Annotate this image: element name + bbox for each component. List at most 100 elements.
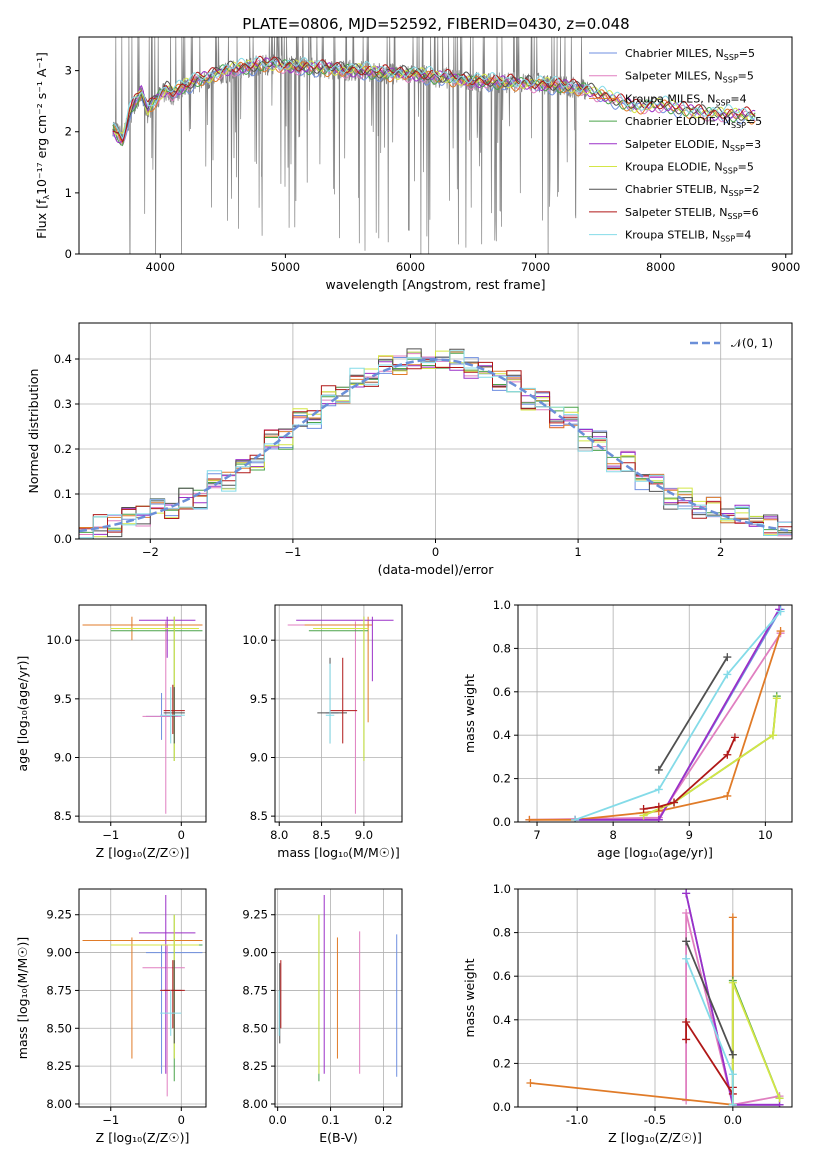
x-tick-label: −1 xyxy=(102,1113,119,1127)
legend-label: Chabrier ELODIE, NSSP=5 xyxy=(625,115,762,130)
errorbar-point xyxy=(142,621,182,814)
data-point xyxy=(723,750,732,759)
x-tick-label: 9 xyxy=(686,828,693,842)
data-point xyxy=(682,1017,691,1026)
errorbar-point xyxy=(330,657,358,744)
y-tick-label: 0.2 xyxy=(493,772,511,786)
errorbar-point xyxy=(160,687,185,744)
axes-frame xyxy=(274,604,403,823)
x-tick-label: 0 xyxy=(178,1113,185,1127)
y-axis-label: Flux [fλ10⁻¹⁷ erg cm⁻² s⁻¹ A⁻¹] xyxy=(34,52,51,239)
x-tick-label: 2 xyxy=(717,545,724,559)
x-tick-label: −1 xyxy=(102,828,119,842)
axes-frame xyxy=(517,604,793,823)
y-tick-label: 9.5 xyxy=(54,692,72,706)
errorbar-point xyxy=(110,616,203,762)
massweight-line xyxy=(685,940,734,1056)
axes-frame xyxy=(78,604,207,823)
errorbar-point xyxy=(110,616,199,762)
massweight-line xyxy=(643,696,778,817)
errorbar-point xyxy=(138,895,196,1074)
x-axis-label: (data-model)/error xyxy=(378,562,495,577)
data-point xyxy=(728,913,737,922)
plot-area xyxy=(112,37,756,254)
x-tick-label: 8 xyxy=(609,828,616,842)
y-tick-label: 0.8 xyxy=(493,641,511,655)
data-point xyxy=(525,815,534,822)
y-tick-label: 8.5 xyxy=(54,809,72,823)
y-tick-label: 0.6 xyxy=(493,969,511,983)
data-point xyxy=(728,1100,737,1107)
y-axis-label: Normed distribution xyxy=(26,369,41,494)
y-tick-label: 0.3 xyxy=(54,397,72,411)
y-tick-label: 1.0 xyxy=(493,882,511,896)
y-tick-label: 9.5 xyxy=(250,692,268,706)
x-tick-label: 9000 xyxy=(771,260,800,274)
legend-label: Kroupa STELIB, NSSP=4 xyxy=(625,229,751,244)
errorbar-point xyxy=(313,616,369,762)
data-point xyxy=(682,954,691,963)
errorbar-point xyxy=(160,990,182,1036)
x-axis-label: Z [log₁₀(Z/Z☉)] xyxy=(608,1130,702,1145)
panel-residual_histogram: −2 −1 0 1 2 0.0 0.1 0.2 0.3 0.4 (data-model)/error… xyxy=(26,322,793,577)
y-tick-label: 1 xyxy=(65,186,72,200)
x-tick-label: -0.5 xyxy=(644,1113,666,1127)
y-tick-label: 0 xyxy=(65,247,72,261)
plot-area xyxy=(287,616,394,814)
x-tick-label: 10 xyxy=(758,828,773,842)
data-point xyxy=(775,1094,784,1103)
massweight-line xyxy=(658,656,729,771)
y-tick-label: 0.2 xyxy=(493,1056,511,1070)
data-point xyxy=(682,1035,691,1044)
x-tick-label: 5000 xyxy=(271,260,300,274)
gaussian-line xyxy=(79,358,792,533)
data-spectrum-line xyxy=(112,37,589,254)
plot-area xyxy=(82,895,203,1097)
plot-area xyxy=(82,616,203,814)
y-tick-label: 0.4 xyxy=(493,728,511,742)
axes-frame xyxy=(78,888,207,1108)
y-tick-label: 0.8 xyxy=(493,926,511,940)
y-axis-label: mass [log₁₀(M/M☉)] xyxy=(15,937,30,1059)
model-line xyxy=(112,59,756,136)
massweight-line xyxy=(575,608,780,821)
errorbar-point xyxy=(160,960,185,1029)
x-tick-label: 8000 xyxy=(646,260,675,274)
y-axis-label: mass weight xyxy=(462,674,477,753)
panel-mass_vs_EBV: 0.0 0.1 0.2 8.00 8.25 8.50 8.75 9.00 9.25 E(B-V) xyxy=(242,888,403,1145)
y-tick-label: 9.00 xyxy=(242,946,268,960)
data-point xyxy=(670,798,679,807)
panel-massweight_vs_age: 7 8 9 10 0.0 0.2 0.4 0.6 0.8 1.0 age [log₁₀(age/yr… xyxy=(462,598,793,860)
y-tick-label: 8.00 xyxy=(46,1097,72,1111)
data-point xyxy=(723,791,732,800)
plot-area xyxy=(278,895,398,1082)
y-tick-label: 0.0 xyxy=(493,815,511,829)
y-tick-label: 8.25 xyxy=(242,1059,268,1073)
y-tick-label: 9.0 xyxy=(250,750,268,764)
errorbar-point xyxy=(325,663,339,740)
data-point xyxy=(654,802,663,811)
y-tick-label: 9.25 xyxy=(242,908,268,922)
x-tick-label: 7 xyxy=(533,828,540,842)
x-tick-label: 8.5 xyxy=(312,828,330,842)
y-axis-label: age [log₁₀(age/yr)] xyxy=(15,656,30,772)
x-tick-label: 0 xyxy=(432,545,439,559)
x-tick-label: −1 xyxy=(284,545,301,559)
y-tick-label: 8.50 xyxy=(242,1021,268,1035)
data-point xyxy=(639,804,648,813)
plot-area xyxy=(526,889,784,1107)
data-point xyxy=(728,1070,737,1079)
legend-label: Salpeter ELODIE, NSSP=3 xyxy=(625,138,761,153)
y-tick-label: 9.0 xyxy=(54,750,72,764)
axes-frame xyxy=(517,888,793,1108)
x-axis-label: Z [log₁₀(Z/Z☉)] xyxy=(96,1130,190,1145)
x-tick-label: 7000 xyxy=(521,260,550,274)
y-tick-label: 1.0 xyxy=(493,598,511,612)
y-tick-label: 10.0 xyxy=(46,633,72,647)
y-tick-label: 9.00 xyxy=(46,946,72,960)
y-tick-label: 0.0 xyxy=(54,532,72,546)
x-tick-label: 8.0 xyxy=(270,828,288,842)
data-point xyxy=(654,815,663,822)
y-tick-label: 0.6 xyxy=(493,685,511,699)
